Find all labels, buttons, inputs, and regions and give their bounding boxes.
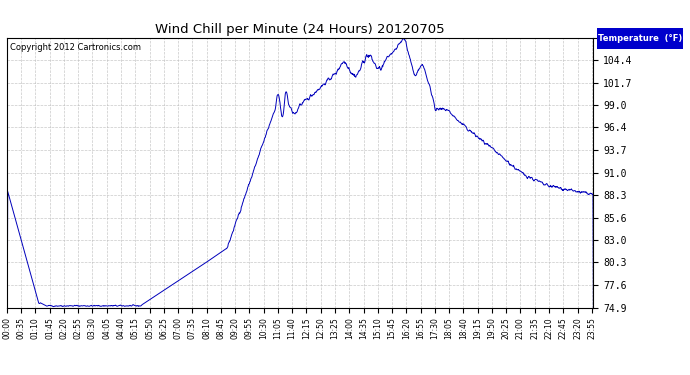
Text: Temperature  (°F): Temperature (°F) bbox=[598, 34, 682, 43]
Text: Copyright 2012 Cartronics.com: Copyright 2012 Cartronics.com bbox=[10, 43, 141, 52]
Title: Wind Chill per Minute (24 Hours) 20120705: Wind Chill per Minute (24 Hours) 2012070… bbox=[155, 23, 445, 36]
